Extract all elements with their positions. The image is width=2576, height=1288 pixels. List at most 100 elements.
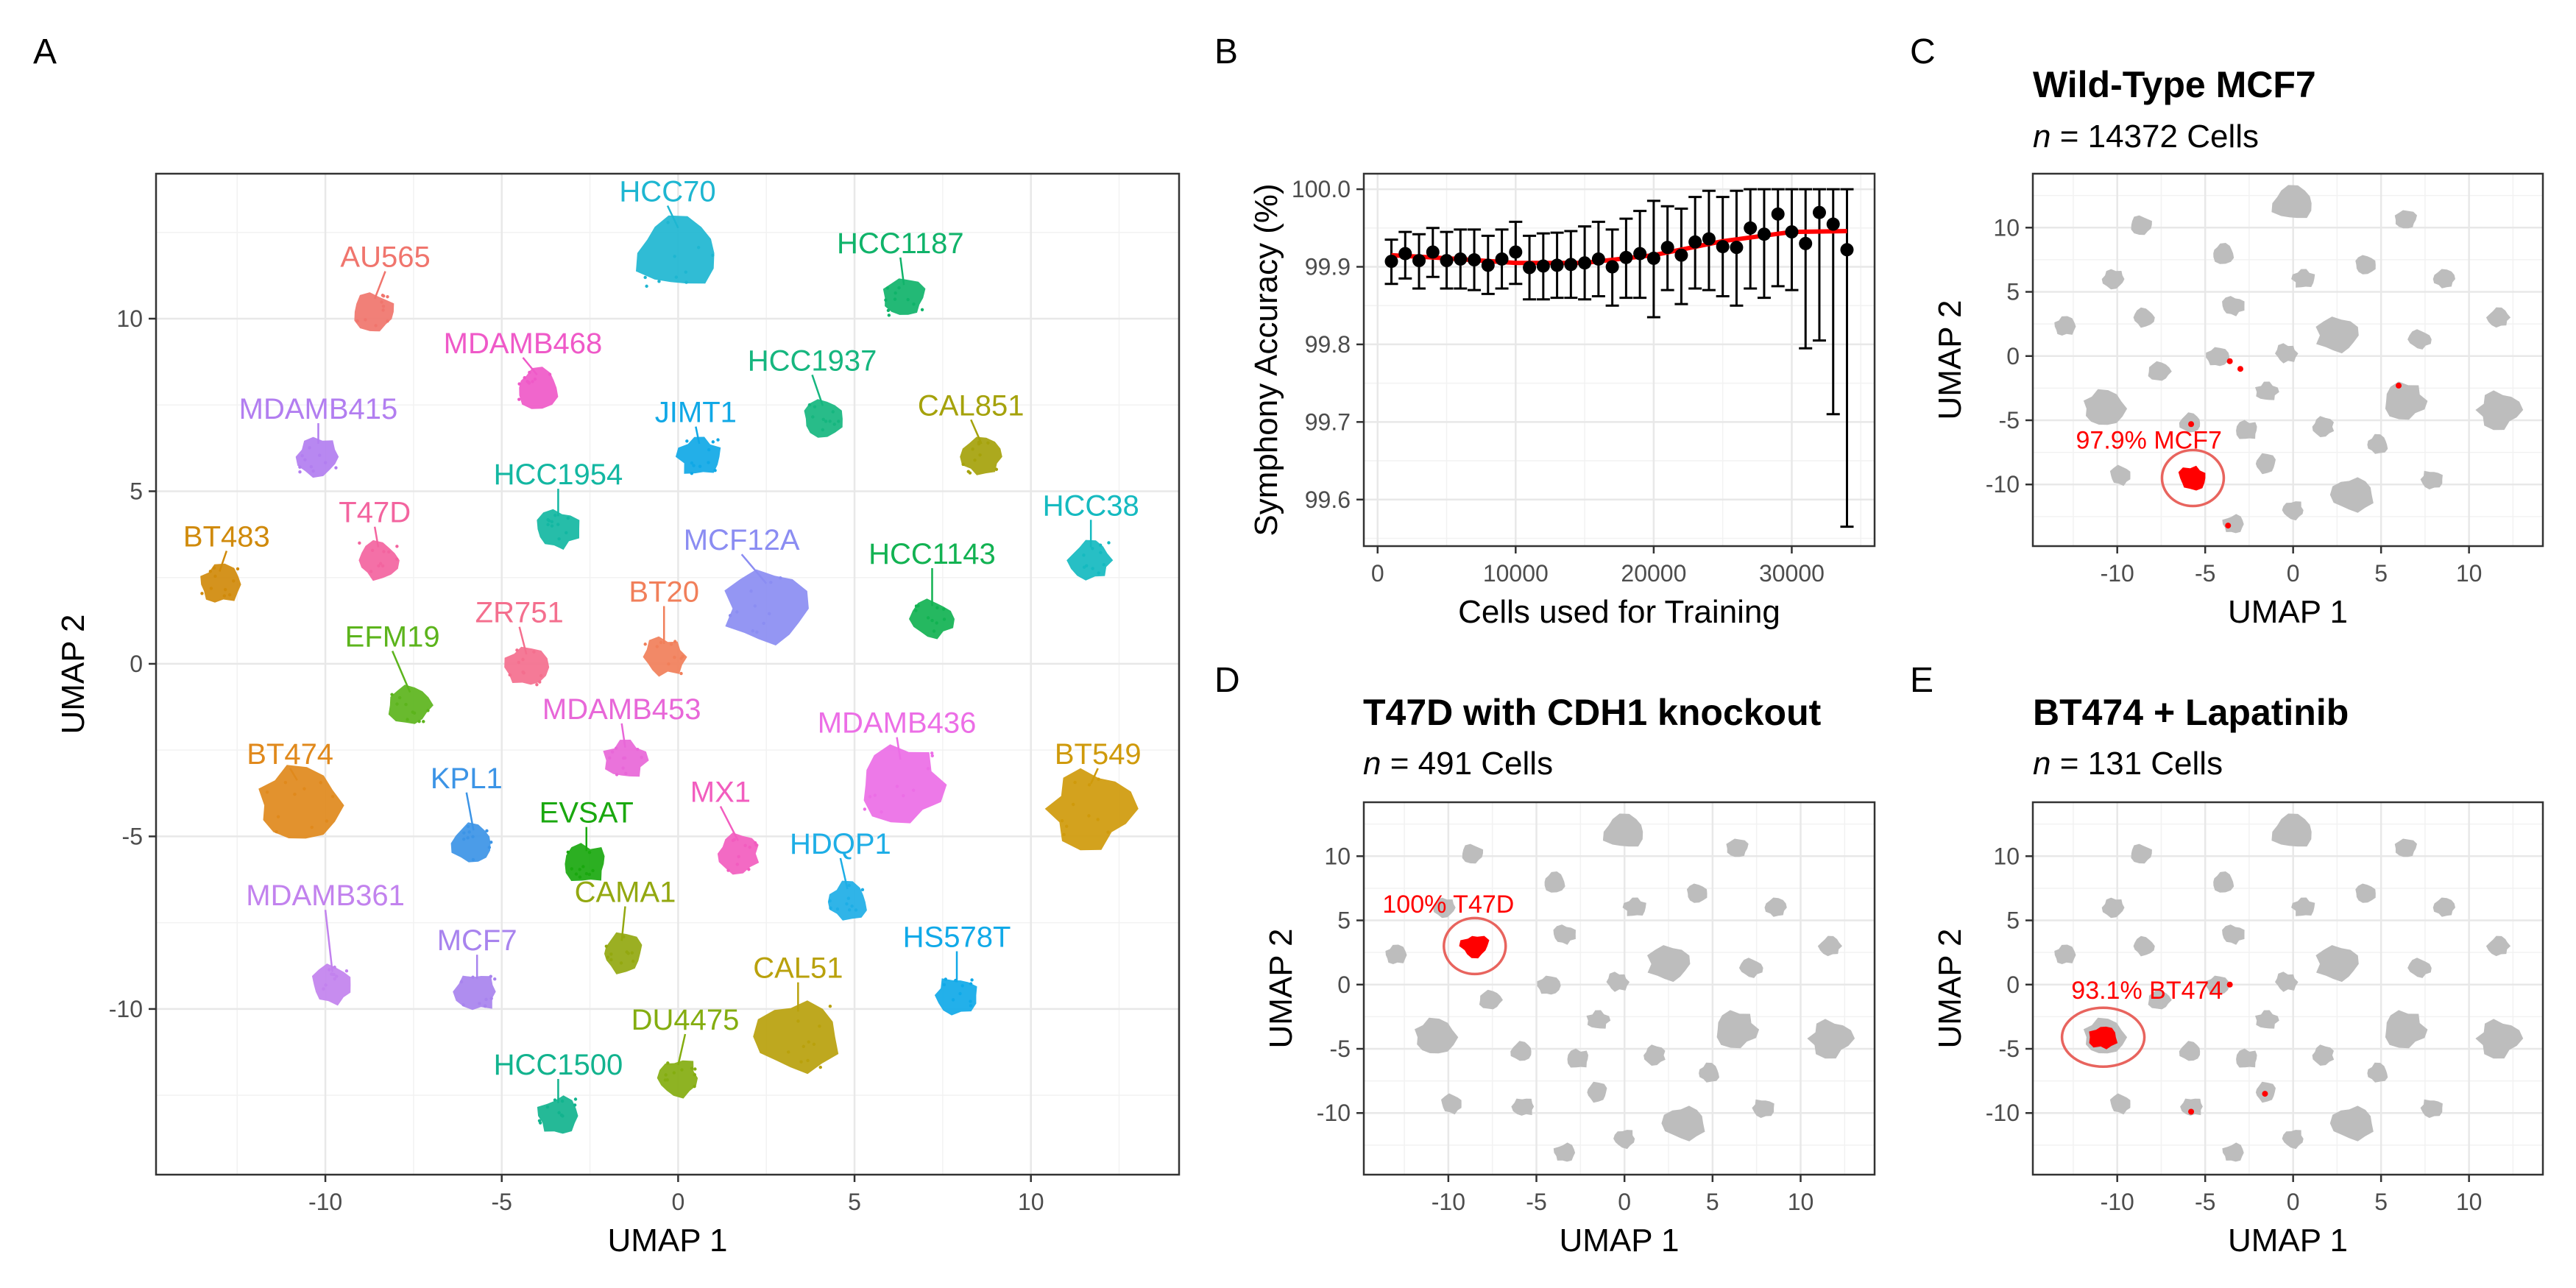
cluster-hcc1500-label: HCC1500 [494,1049,623,1081]
cluster-kpl1-point [485,829,489,833]
panel-a-plot-area [156,174,1179,1175]
cluster-bt483-point [212,566,216,570]
cluster-mcf12a: MCF12A [684,524,809,645]
cluster-hcc1187-point [884,298,888,302]
panel-d-subtitle-count: = 491 Cells [1390,746,1553,782]
panel-e-reference-cluster [2271,813,2312,847]
cluster-kpl1-point [487,846,492,849]
panel-d-reference-cluster [1510,1041,1532,1061]
panel-d-x-axis-label: UMAP 1 [1559,1222,1679,1259]
cluster-zr751: ZR751 [475,597,564,687]
panel-e-frame [2031,801,2544,1176]
panel-c-minor-match-point [2226,358,2233,364]
panel-d-axes: -10 -5 0 5 10 -10 -5 0 5 10 UMAP 1 UMAP 2 [1263,843,1814,1259]
cluster-bt483-point [209,587,213,590]
cluster-mdamb361-point [324,983,328,987]
panel-c-reference-cluster [2394,210,2417,229]
cluster-hdqp1-point [860,888,865,892]
cluster-mdamb436-label: MDAMB436 [818,707,977,740]
cluster-du4475-point [664,1073,668,1077]
panel-c-y-tick-label: -5 [1999,407,2020,434]
cluster-bt20-point [679,671,683,676]
cluster-kpl1-point [471,835,475,839]
cluster-mdamb436-point [930,751,934,755]
cluster-hcc1937-point [811,415,815,419]
panel-e-reference-cluster [2315,945,2359,983]
cluster-cal851-point [971,447,974,451]
cluster-cal51-point [812,1042,816,1047]
panel-d-reference-cluster [1567,1048,1588,1068]
cluster-evsat: EVSAT [539,797,634,881]
cluster-hcc1954-label: HCC1954 [494,459,623,491]
cluster-evsat-point [570,867,573,871]
cluster-zr751-leader [518,626,528,655]
cluster-kpl1-point [462,831,466,835]
cluster-bt483-point [200,592,204,595]
cluster-mdamb453-point [608,756,612,760]
cluster-mdamb468-label: MDAMB468 [444,328,603,360]
panel-c-reference-cluster [2312,416,2335,437]
cluster-efm19-points [388,684,434,724]
cluster-du4475-points [657,1060,698,1099]
panel-d-reference-clusters [1385,813,1855,1162]
panel-d-y-tick-label: 10 [1324,843,1351,869]
panel-b-y-axis-label: Symphony Accuracy (%) [1248,183,1284,536]
panel-c-reference-cluster [2432,269,2455,289]
cluster-t47d: T47D [339,497,411,581]
cluster-hcc70-point [643,275,647,280]
cluster-hcc1143-point [932,629,936,633]
cluster-jimt1-point [685,439,689,443]
cluster-hcc1500-point [573,1103,577,1107]
cluster-mdamb436-point [873,793,877,797]
cluster-jimt1-points [675,436,721,474]
cluster-t47d-point [370,548,375,552]
cluster-mcf12a-point [768,612,771,615]
cluster-hcc1143-label: HCC1143 [868,538,996,570]
cluster-au565-point [386,294,389,299]
accuracy-point [1646,251,1660,265]
cluster-hcc1937-point [831,410,835,414]
cluster-mdamb453-point [621,766,625,770]
panel-d-reference-cluster [1432,897,1456,919]
cluster-efm19-point [404,702,408,707]
cluster-bt20-point [673,655,676,659]
cluster-mdamb415-point [300,453,304,458]
panel-c-reference-cluster [2101,269,2125,290]
cluster-bt483-leader [219,551,228,572]
cluster-t47d-leader [373,526,380,548]
panel-d-reference-cluster [1511,1098,1535,1116]
cluster-mdamb468-point [528,370,531,375]
panel-c-minor-match-point [2188,421,2195,428]
panel-d-reference-cluster [1553,1142,1576,1162]
cluster-bt20-points [643,636,687,677]
cluster-bt20-label: BT20 [629,576,699,609]
panel-c-x-axis-label: UMAP 1 [2228,594,2348,630]
cluster-hdqp1-point [847,883,851,888]
panel-b-x-tick-label: 10000 [1483,560,1549,587]
accuracy-errorbar [1799,188,1813,350]
cluster-efm19-point [417,719,421,723]
cluster-du4475-leader [677,1033,687,1066]
panel-e-reference-cluster [2275,972,2299,992]
panel-e-reference-cluster [2255,1010,2279,1029]
cluster-cal51-point [818,1025,821,1028]
cluster-efm19-point [411,710,414,714]
cluster-bt483-point [232,579,236,583]
panel-e-y-axis-label: UMAP 2 [1932,928,1968,1048]
panel-d-reference-cluster [1807,1019,1855,1059]
cluster-bt474-point [265,790,269,794]
accuracy-point [1605,260,1619,274]
cluster-hcc1937-label: HCC1937 [748,344,877,377]
cluster-bt549-point [1073,780,1077,785]
cluster-cal51-points [753,1000,839,1075]
cluster-bt549-point [1062,832,1066,837]
cluster-t47d-point [369,570,373,573]
cluster-jimt1-point [690,461,694,465]
panel-e-reference-cluster [2432,897,2455,917]
cluster-au565-point [380,300,383,304]
cluster-mdamb436-point [863,807,867,811]
accuracy-point [1702,232,1716,246]
cluster-hcc38-label: HCC38 [1043,489,1139,522]
panel-d-highlight-ring [1443,916,1507,976]
cluster-hcc70-point [711,253,715,257]
